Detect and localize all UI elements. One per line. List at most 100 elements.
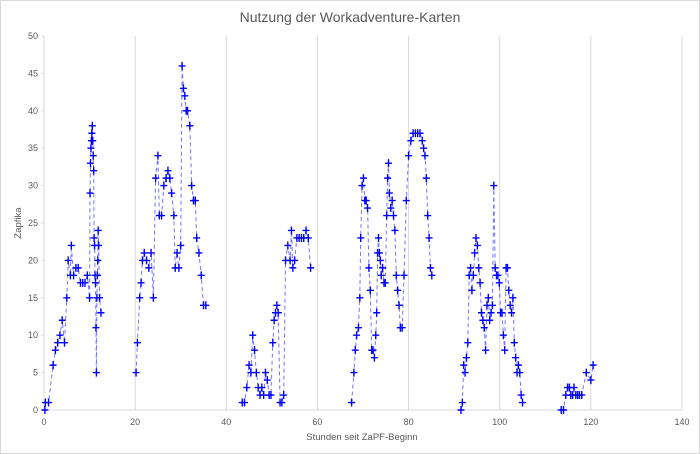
data-point [366,286,374,295]
series-line [460,185,523,411]
data-point [58,316,66,325]
data-point [61,338,69,347]
data-point [261,368,269,377]
data-point [391,226,399,235]
data-point [188,181,196,190]
data-point [86,159,94,168]
x-tick-label: 140 [674,417,689,427]
data-point [267,391,275,400]
data-point [416,129,424,138]
data-point [307,263,315,272]
data-point [494,271,502,280]
data-point [258,383,266,392]
data-point [560,406,568,414]
data-point [287,226,295,235]
gridlines [43,36,683,410]
data-point [89,136,97,145]
data-point [168,189,176,198]
x-tick-label: 100 [492,417,507,427]
data-point [589,361,597,370]
data-point [400,271,408,280]
data-point [284,241,292,250]
y-tick-label: 35 [28,143,38,153]
data-point [93,271,101,280]
data-point [362,196,370,205]
data-point [64,256,72,265]
y-tick-label: 25 [28,218,38,228]
data-point [96,293,104,302]
data-point [582,368,590,377]
data-point [81,278,89,287]
data-point [514,361,522,370]
data-point [370,353,378,362]
data-point [405,151,413,160]
data-point [358,181,366,190]
data-point [143,256,151,265]
data-point [54,338,62,347]
data-point [354,323,362,332]
chart-title: Nutzung der Workadventure-Karten [239,9,461,25]
data-point [175,263,183,272]
data-point [510,338,518,347]
data-point [74,263,82,272]
data-point [202,301,210,310]
data-point [270,316,278,325]
y-tick-label: 0 [33,405,38,415]
data-point [41,406,49,414]
data-point [92,323,100,332]
data-point [498,308,506,317]
x-tick-label: 40 [221,417,231,427]
data-point [51,346,59,355]
data-point [67,241,75,250]
x-tick-label: 0 [41,417,46,427]
data-point [178,61,186,70]
data-point [49,361,57,370]
data-point [251,346,259,355]
data-point [350,368,358,377]
data-point [280,391,288,400]
data-point [132,368,140,377]
y-tick-label: 15 [28,293,38,303]
data-point [390,211,398,220]
data-point [395,301,403,310]
data-point [136,293,144,302]
data-point [420,144,428,153]
data-point [578,391,586,400]
data-point [394,286,402,295]
data-point [503,263,511,272]
data-point [166,174,174,183]
data-point [90,233,98,242]
data-point [388,196,396,205]
data-point [491,263,499,272]
data-point [252,368,260,377]
data-point [193,233,201,242]
data-point [170,211,178,220]
data-point [86,293,94,302]
data-point [495,278,503,287]
data-point [509,293,517,302]
data-point [86,189,94,198]
data-point [348,398,356,407]
data-point [269,338,277,347]
data-point [457,406,465,414]
data-point [379,263,387,272]
data-point [179,84,187,93]
data-point [245,361,253,370]
data-point [184,106,192,115]
data-point [95,241,103,250]
data-point [490,181,498,190]
data-point [512,353,520,362]
data-point [516,368,524,377]
data-point [302,226,310,235]
data-point [241,398,249,407]
data-point [356,293,364,302]
data-point [425,233,433,242]
data-point [480,323,488,332]
data-point [381,278,389,287]
data-point [249,331,257,340]
data-point [160,181,168,190]
data-point [477,308,485,317]
data-point [383,211,391,220]
data-point [364,204,372,213]
x-tick-label: 20 [130,417,140,427]
